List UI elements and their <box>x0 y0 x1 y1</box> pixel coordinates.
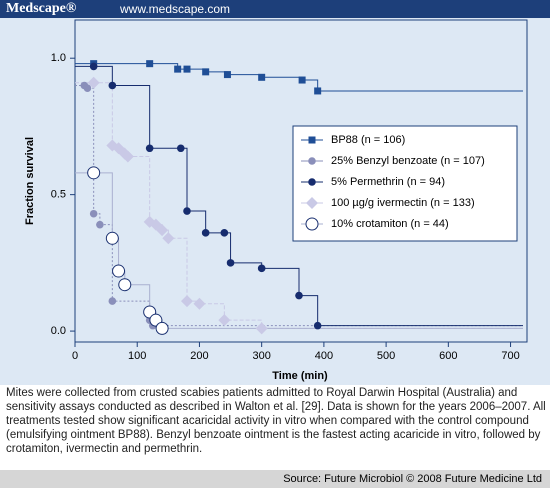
x-tick-label: 100 <box>128 350 146 362</box>
x-tick-label: 600 <box>439 350 457 362</box>
source: Source: Future Microbiol © 2008 Future M… <box>283 473 542 485</box>
data-point <box>146 60 154 68</box>
legend-label: BP88 (n = 106) <box>331 134 405 146</box>
data-point <box>255 322 268 335</box>
data-point <box>313 321 322 330</box>
data-point <box>156 224 169 237</box>
data-point <box>218 314 231 327</box>
legend-symbol <box>308 136 316 144</box>
data-point <box>314 87 322 95</box>
data-point <box>183 207 191 215</box>
legend-symbol <box>305 217 319 231</box>
data-point <box>108 81 117 90</box>
legend-label: 10% crotamiton (n = 44) <box>331 218 449 230</box>
x-tick-label: 0 <box>72 350 78 362</box>
x-tick-label: 700 <box>501 350 519 362</box>
y-axis-label: Fraction survival <box>24 137 36 225</box>
data-point <box>257 264 266 273</box>
data-point <box>121 150 134 163</box>
legend-box <box>292 125 518 242</box>
y-tick-label: 0.5 <box>51 189 66 201</box>
data-point <box>183 65 191 73</box>
data-point <box>295 291 303 300</box>
y-tick-label: 1.0 <box>51 52 66 64</box>
data-point <box>193 297 206 310</box>
brand: Medscape® <box>6 1 77 16</box>
x-axis-label: Time (min) <box>272 370 328 382</box>
url: www.medscape.com <box>120 2 231 16</box>
banner: Medscape® www.medscape.com <box>0 0 550 18</box>
data-point <box>298 76 306 84</box>
x-tick-label: 500 <box>377 350 395 362</box>
data-point <box>201 229 210 237</box>
y-tick-label: 0.0 <box>51 325 66 337</box>
data-point <box>155 321 169 335</box>
legend-symbol <box>306 197 318 209</box>
data-point <box>87 166 101 180</box>
data-point <box>181 295 193 308</box>
legend-label: 5% Permethrin (n = 94) <box>331 176 445 188</box>
chart: Time (min) Fraction survival 0 100 200 300 4… <box>0 18 550 385</box>
data-point <box>96 220 104 229</box>
data-point <box>108 297 117 305</box>
caption: Mites were collected from crusted scabie… <box>6 387 546 455</box>
x-tick-label: 200 <box>190 350 208 362</box>
data-point <box>112 264 126 278</box>
data-point <box>89 209 98 218</box>
data-point <box>202 68 210 76</box>
footer: Source: Future Microbiol © 2008 Future M… <box>0 470 550 488</box>
x-tick-label: 400 <box>315 350 333 362</box>
data-point <box>118 278 132 292</box>
data-point <box>83 84 92 93</box>
data-point <box>105 231 119 245</box>
legend-symbol <box>308 178 316 186</box>
data-point <box>226 259 235 267</box>
legend-label: 100 µg/g ivermectin (n = 133) <box>331 197 475 209</box>
data-point <box>87 76 100 89</box>
data-point <box>89 62 98 71</box>
x-tick-label: 300 <box>252 350 270 362</box>
data-point <box>220 229 229 237</box>
plot-frame <box>74 19 528 343</box>
data-point <box>162 232 175 245</box>
data-point <box>258 73 266 81</box>
data-point <box>223 71 231 79</box>
legend-label: 25% Benzyl benzoate (n = 107) <box>331 155 485 167</box>
data-point <box>174 65 182 73</box>
data-point <box>145 144 154 153</box>
legend-symbol <box>308 157 316 165</box>
data-point <box>176 144 185 153</box>
